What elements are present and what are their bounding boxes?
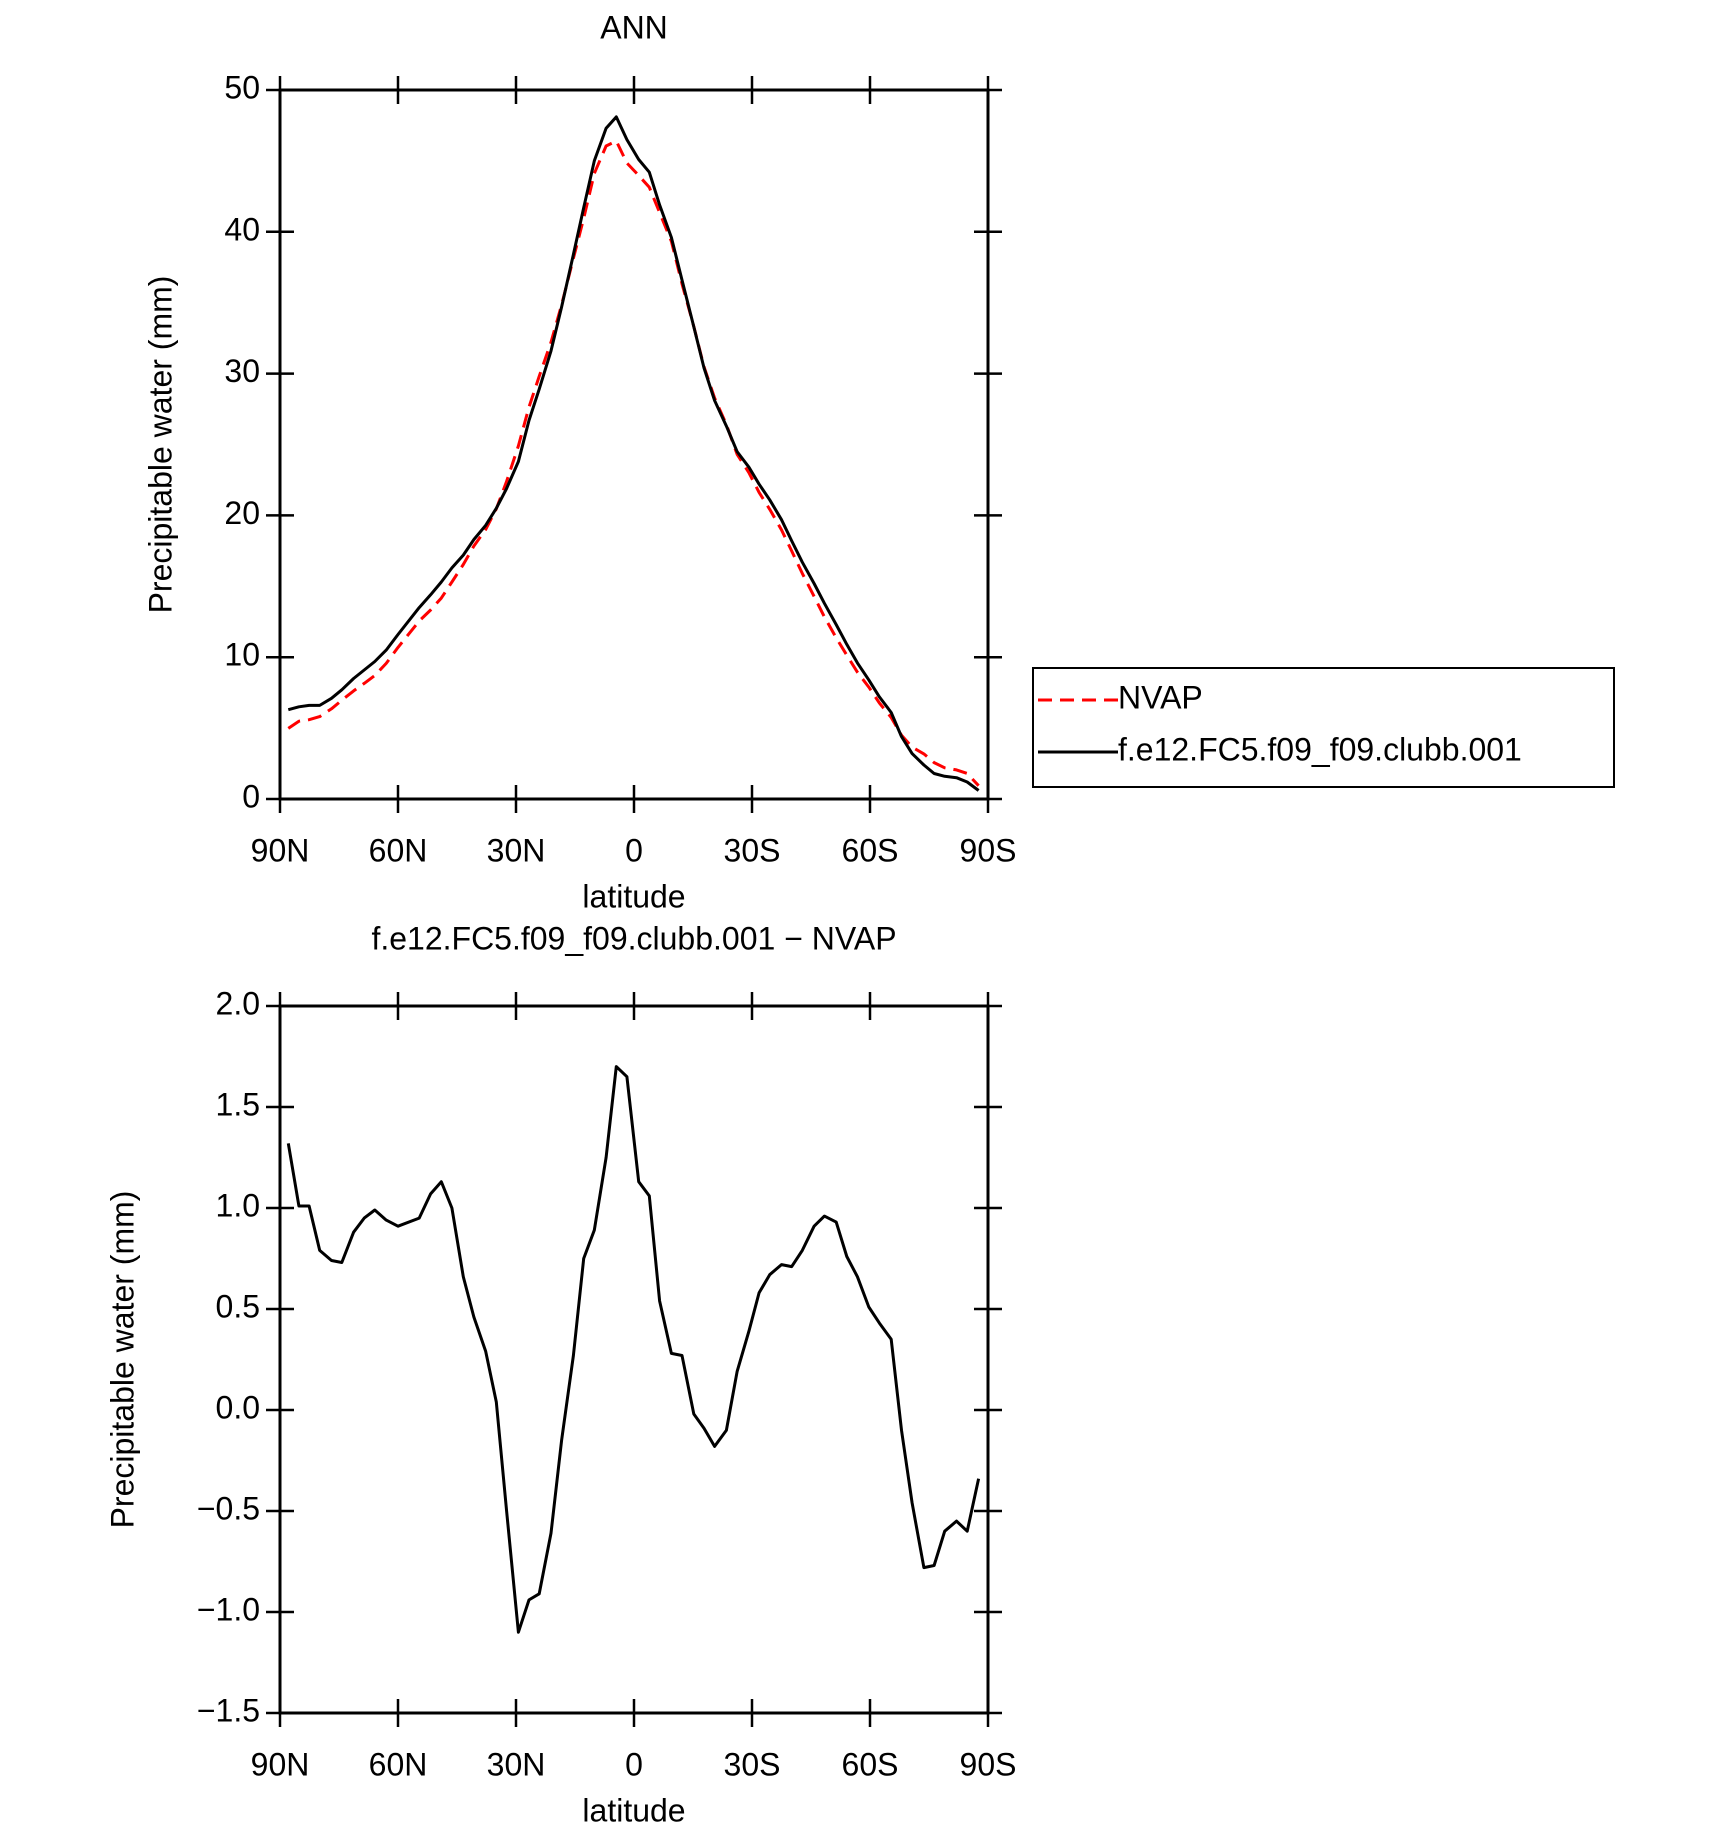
y-tick-label: 2.0 (216, 985, 260, 1021)
x-tick-label: 60N (369, 1746, 428, 1782)
x-axis-label: latitude (582, 1792, 685, 1822)
y-tick-label: 0.0 (216, 1389, 260, 1425)
y-tick-label: −1.5 (197, 1692, 260, 1728)
x-tick-label: 90N (251, 832, 310, 868)
legend-label: f.e12.FC5.f09_f09.clubb.001 (1118, 731, 1522, 767)
y-tick-label: 1.0 (216, 1187, 260, 1223)
chart-title: ANN (600, 9, 668, 45)
x-tick-label: 30N (487, 1746, 546, 1782)
x-tick-label: 60N (369, 832, 428, 868)
x-tick-label: 30N (487, 832, 546, 868)
data-line (287, 115, 980, 792)
legend-label: NVAP (1118, 679, 1203, 715)
data-line (287, 139, 980, 787)
x-tick-label: 90S (960, 832, 1017, 868)
x-tick-label: 0 (625, 832, 643, 868)
y-tick-label: 20 (224, 495, 260, 531)
y-tick-label: 30 (224, 353, 260, 389)
y-axis-label: Precipitable water (mm) (142, 276, 178, 614)
data-line (286, 1065, 981, 1634)
y-tick-label: 0.5 (216, 1288, 260, 1324)
y-tick-label: 10 (224, 637, 260, 673)
y-tick-label: 50 (224, 69, 260, 105)
x-tick-label: 60S (842, 1746, 899, 1782)
y-axis-label: Precipitable water (mm) (104, 1191, 140, 1529)
x-tick-label: 30S (724, 832, 781, 868)
x-tick-label: 60S (842, 832, 899, 868)
x-tick-label: 30S (724, 1746, 781, 1782)
chart-title: f.e12.FC5.f09_f09.clubb.001 − NVAP (371, 920, 896, 956)
plot-frame (278, 88, 990, 801)
y-tick-label: 1.5 (216, 1086, 260, 1122)
x-tick-label: 0 (625, 1746, 643, 1782)
x-axis-label: latitude (582, 878, 685, 914)
x-tick-label: 90N (251, 1746, 310, 1782)
y-tick-label: 0 (242, 778, 260, 814)
plot-frame (278, 1004, 990, 1715)
x-tick-label: 90S (960, 1746, 1017, 1782)
y-tick-label: −1.0 (197, 1591, 260, 1627)
y-tick-label: 40 (224, 211, 260, 247)
y-tick-label: −0.5 (197, 1490, 260, 1526)
legend-box (1032, 667, 1615, 788)
